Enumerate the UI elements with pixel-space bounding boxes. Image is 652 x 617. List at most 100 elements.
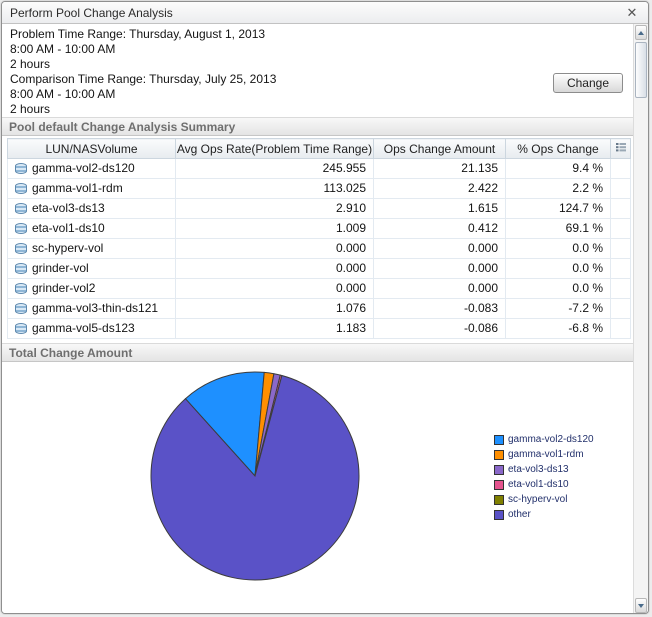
close-icon[interactable]: ✕ xyxy=(626,4,638,20)
legend-item[interactable]: eta-vol3-ds13 xyxy=(494,464,594,475)
volume-icon xyxy=(15,303,27,314)
ops-change-value: 21.135 xyxy=(373,158,506,179)
column-options-icon[interactable] xyxy=(615,141,627,153)
ops-change-value: 0.000 xyxy=(373,258,506,279)
avg-ops-value: 0.000 xyxy=(175,258,374,279)
pct-change-value: 2.2 % xyxy=(505,178,611,199)
table-row[interactable]: grinder-vol 0.000 0.000 0.0 % xyxy=(7,258,631,279)
pct-change-value: 9.4 % xyxy=(505,158,611,179)
column-header-avg-ops[interactable]: Avg Ops Rate(Problem Time Range) xyxy=(175,138,374,159)
column-header-ops-change[interactable]: Ops Change Amount xyxy=(373,138,506,159)
summary-table: LUN/NASVolume Avg Ops Rate(Problem Time … xyxy=(7,138,631,339)
scrollbar-thumb[interactable] xyxy=(635,42,647,98)
avg-ops-value: 1.183 xyxy=(175,318,374,339)
legend-label: sc-hyperv-vol xyxy=(508,494,568,505)
legend-item[interactable]: sc-hyperv-vol xyxy=(494,494,594,505)
color-swatch xyxy=(494,509,504,520)
table-header-row: LUN/NASVolume Avg Ops Rate(Problem Time … xyxy=(7,138,631,159)
volume-name: sc-hyperv-vol xyxy=(32,241,104,255)
ops-change-value: 2.422 xyxy=(373,178,506,199)
total-change-chart: gamma-vol2-ds120 gamma-vol1-rdm eta-vol3… xyxy=(2,362,633,608)
scrollbar-track[interactable] xyxy=(634,41,648,597)
color-swatch xyxy=(494,494,504,505)
ops-change-value: 0.412 xyxy=(373,218,506,239)
legend-item[interactable]: gamma-vol2-ds120 xyxy=(494,434,594,445)
pct-change-value: 124.7 % xyxy=(505,198,611,219)
volume-icon xyxy=(15,223,27,234)
dialog-title: Perform Pool Change Analysis xyxy=(10,5,173,20)
avg-ops-value: 113.025 xyxy=(175,178,374,199)
table-row[interactable]: eta-vol1-ds10 1.009 0.412 69.1 % xyxy=(7,218,631,239)
time-range-info: Problem Time Range: Thursday, August 1, … xyxy=(2,24,633,117)
ops-change-value: -0.083 xyxy=(373,298,506,319)
title-bar: Perform Pool Change Analysis ✕ xyxy=(2,2,648,24)
legend-item[interactable]: gamma-vol1-rdm xyxy=(494,449,594,460)
volume-icon xyxy=(15,263,27,274)
scroll-down-button[interactable] xyxy=(635,598,647,613)
problem-time-range-label: Problem Time Range: Thursday, August 1, … xyxy=(10,27,266,41)
volume-name: grinder-vol2 xyxy=(32,281,96,295)
color-swatch xyxy=(494,449,504,460)
pie-slice-gamma-vol2-ds120[interactable] xyxy=(184,371,265,478)
avg-ops-value: 0.000 xyxy=(175,238,374,259)
table-row[interactable]: gamma-vol1-rdm 113.025 2.422 2.2 % xyxy=(7,178,631,199)
volume-icon xyxy=(15,243,27,254)
pie-chart xyxy=(150,371,360,581)
pct-change-value: 69.1 % xyxy=(505,218,611,239)
pct-change-value: 0.0 % xyxy=(505,258,611,279)
pct-change-value: 0.0 % xyxy=(505,278,611,299)
column-header-pct-change[interactable]: % Ops Change xyxy=(505,138,611,159)
volume-name: grinder-vol xyxy=(32,261,89,275)
pct-change-value: -6.8 % xyxy=(505,318,611,339)
comparison-time-range-hours: 8:00 AM - 10:00 AM xyxy=(10,87,116,101)
legend-label: other xyxy=(508,509,531,520)
pct-change-value: -7.2 % xyxy=(505,298,611,319)
volume-icon xyxy=(15,203,27,214)
volume-name: gamma-vol1-rdm xyxy=(32,181,123,195)
avg-ops-value: 1.009 xyxy=(175,218,374,239)
avg-ops-value: 1.076 xyxy=(175,298,374,319)
table-row[interactable]: eta-vol3-ds13 2.910 1.615 124.7 % xyxy=(7,198,631,219)
volume-icon xyxy=(15,163,27,174)
volume-name: gamma-vol2-ds120 xyxy=(32,161,135,175)
color-swatch xyxy=(494,464,504,475)
color-swatch xyxy=(494,434,504,445)
legend-label: eta-vol3-ds13 xyxy=(508,464,569,475)
volume-icon xyxy=(15,183,27,194)
avg-ops-value: 245.955 xyxy=(175,158,374,179)
total-change-section-header: Total Change Amount xyxy=(2,343,633,362)
ops-change-value: -0.086 xyxy=(373,318,506,339)
pie-slice-other[interactable] xyxy=(150,374,360,581)
column-options-header[interactable] xyxy=(610,138,631,159)
ops-change-value: 0.000 xyxy=(373,238,506,259)
table-row[interactable]: gamma-vol5-ds123 1.183 -0.086 -6.8 % xyxy=(7,318,631,339)
avg-ops-value: 2.910 xyxy=(175,198,374,219)
avg-ops-value: 0.000 xyxy=(175,278,374,299)
dialog-content: Problem Time Range: Thursday, August 1, … xyxy=(2,24,633,613)
legend-item[interactable]: other xyxy=(494,509,594,520)
chart-legend: gamma-vol2-ds120 gamma-vol1-rdm eta-vol3… xyxy=(494,434,594,524)
legend-item[interactable]: eta-vol1-ds10 xyxy=(494,479,594,490)
problem-time-range-hours: 8:00 AM - 10:00 AM xyxy=(10,42,116,56)
color-swatch xyxy=(494,479,504,490)
column-header-lun[interactable]: LUN/NASVolume xyxy=(7,138,176,159)
volume-icon xyxy=(15,283,27,294)
pct-change-value: 0.0 % xyxy=(505,238,611,259)
change-button[interactable]: Change xyxy=(552,73,623,93)
summary-section-header: Pool default Change Analysis Summary xyxy=(2,117,633,136)
legend-label: gamma-vol2-ds120 xyxy=(508,434,594,445)
vertical-scrollbar[interactable] xyxy=(633,24,648,613)
table-row[interactable]: gamma-vol2-ds120 245.955 21.135 9.4 % xyxy=(7,158,631,179)
table-row[interactable]: sc-hyperv-vol 0.000 0.000 0.0 % xyxy=(7,238,631,259)
volume-name: gamma-vol3-thin-ds121 xyxy=(32,301,159,315)
volume-icon xyxy=(15,323,27,334)
scroll-up-button[interactable] xyxy=(635,25,647,40)
volume-name: gamma-vol5-ds123 xyxy=(32,321,135,335)
legend-label: eta-vol1-ds10 xyxy=(508,479,569,490)
table-row[interactable]: grinder-vol2 0.000 0.000 0.0 % xyxy=(7,278,631,299)
ops-change-value: 1.615 xyxy=(373,198,506,219)
down-arrow-icon xyxy=(638,603,644,608)
comparison-time-range-label: Comparison Time Range: Thursday, July 25… xyxy=(10,72,277,86)
table-row[interactable]: gamma-vol3-thin-ds121 1.076 -0.083 -7.2 … xyxy=(7,298,631,319)
